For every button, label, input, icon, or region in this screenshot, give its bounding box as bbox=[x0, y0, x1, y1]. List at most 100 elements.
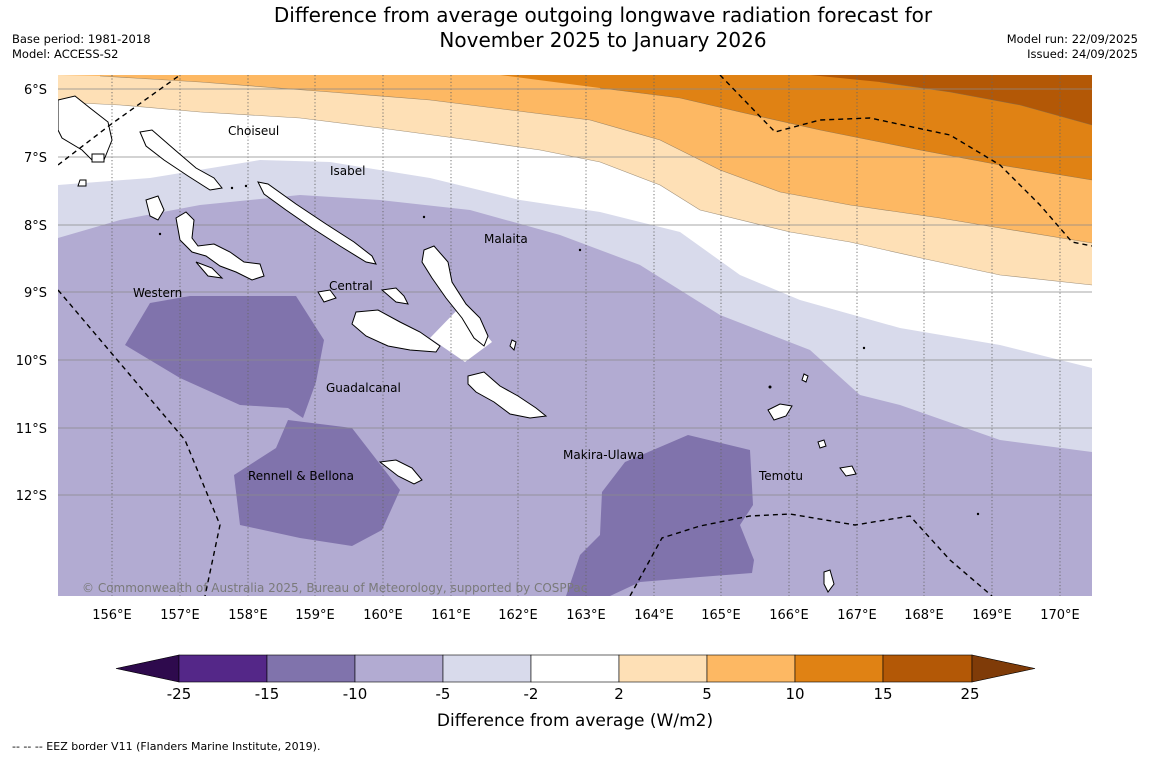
eez-border-north-east bbox=[719, 75, 1092, 247]
colorbar-extend-max bbox=[971, 654, 1036, 683]
colorbar-tick-minus5: -5 bbox=[436, 685, 451, 703]
band-minus15-minus10-west bbox=[125, 296, 324, 418]
small-island-4 bbox=[509, 339, 517, 351]
colorbar-tick-25: 25 bbox=[960, 685, 979, 703]
islet-1 bbox=[230, 186, 234, 190]
islet-3 bbox=[422, 215, 426, 219]
colorbar-label: Difference from average (W/m2) bbox=[437, 711, 713, 731]
olr-contour-field: Choiseul Isabel Malaita Western Central … bbox=[58, 75, 1092, 596]
rendova-island bbox=[195, 261, 224, 279]
band-plus15-plus25 bbox=[810, 75, 1092, 125]
label-central: Central bbox=[329, 279, 373, 293]
eez-border-west bbox=[58, 289, 221, 596]
lon-label-161e: 161°E bbox=[431, 608, 471, 623]
colorbar-ticks: -25 -15 -10 -5 -2 2 5 10 15 25 bbox=[167, 685, 980, 703]
colorbar-tick-10: 10 bbox=[785, 685, 804, 703]
run-info: Model run: 22/09/2025 Issued: 24/09/2025 bbox=[1007, 32, 1138, 62]
islet-dots bbox=[158, 184, 980, 516]
lon-label-159e: 159°E bbox=[295, 608, 335, 623]
vanikoro-island bbox=[839, 465, 857, 477]
rennell-island bbox=[378, 459, 423, 485]
lon-label-162e: 162°E bbox=[498, 608, 538, 623]
guadalcanal-island bbox=[351, 309, 441, 353]
lat-label-8s: 8°S bbox=[24, 219, 47, 234]
small-island-5 bbox=[77, 179, 87, 187]
malaita-island bbox=[421, 245, 489, 347]
lon-label-164e: 164°E bbox=[634, 608, 674, 623]
colorbar-band-1 bbox=[178, 654, 268, 683]
small-island-3 bbox=[801, 373, 809, 383]
label-isabel: Isabel bbox=[330, 164, 365, 178]
colorbar-tick-2: 2 bbox=[614, 685, 624, 703]
colorbar-band-3 bbox=[354, 654, 444, 683]
band-minus15-minus10-east bbox=[566, 435, 754, 596]
islet-5 bbox=[768, 385, 772, 389]
graticule bbox=[58, 88, 1092, 496]
islands bbox=[58, 95, 857, 593]
small-island-2 bbox=[823, 569, 835, 593]
santa-cruz-island bbox=[767, 403, 793, 421]
lat-label-11s: 11°S bbox=[16, 422, 47, 437]
eez-border-north-west bbox=[58, 75, 181, 166]
small-island-1 bbox=[817, 439, 827, 449]
colorbar-band-5 bbox=[530, 654, 620, 683]
islet-4 bbox=[578, 248, 582, 252]
colorbar-tick-15: 15 bbox=[873, 685, 892, 703]
colorbar-band-9 bbox=[882, 654, 973, 683]
colorbar-tick-minus10: -10 bbox=[343, 685, 368, 703]
colorbar-tick-minus2: -2 bbox=[524, 685, 539, 703]
wedge-near-malaita bbox=[430, 305, 492, 362]
label-western: Western bbox=[133, 286, 182, 300]
title-line-2: November 2025 to January 2026 bbox=[439, 28, 767, 52]
colorbar-band-4 bbox=[442, 654, 532, 683]
lat-label-10s: 10°S bbox=[16, 354, 47, 369]
lon-label-167e: 167°E bbox=[837, 608, 877, 623]
lat-label-9s: 9°S bbox=[24, 286, 47, 301]
longitude-labels: 156°E 157°E 158°E 159°E 160°E 161°E 162°… bbox=[92, 608, 1080, 623]
colorbar-band-8 bbox=[794, 654, 884, 683]
lon-label-166e: 166°E bbox=[769, 608, 809, 623]
model-run: Model run: 22/09/2025 bbox=[1006, 32, 1138, 46]
lon-label-157e: 157°E bbox=[160, 608, 200, 623]
small-island-6 bbox=[91, 153, 105, 163]
islet-8 bbox=[158, 232, 162, 236]
lat-label-12s: 12°S bbox=[16, 489, 47, 504]
colorbar-tick-minus15: -15 bbox=[255, 685, 280, 703]
colorbar-tick-5: 5 bbox=[702, 685, 712, 703]
label-makira-ulawa: Makira-Ulawa bbox=[563, 448, 644, 462]
colorbar-tick-minus25: -25 bbox=[167, 685, 192, 703]
choiseul-island bbox=[139, 129, 223, 191]
base-period: Base period: 1981-2018 bbox=[12, 32, 151, 46]
model-info: Base period: 1981-2018 Model: ACCESS-S2 bbox=[12, 32, 151, 62]
islet-6 bbox=[862, 346, 866, 350]
lon-label-169e: 169°E bbox=[972, 608, 1012, 623]
band-plus10-plus15 bbox=[500, 75, 1092, 180]
lon-label-168e: 168°E bbox=[904, 608, 944, 623]
colorbar bbox=[115, 654, 1036, 683]
lon-label-170e: 170°E bbox=[1040, 608, 1080, 623]
label-rennell-bellona: Rennell & Bellona bbox=[248, 469, 354, 483]
eez-legend: -- -- -- EEZ border V11 (Flanders Marine… bbox=[12, 740, 321, 753]
lon-label-165e: 165°E bbox=[701, 608, 741, 623]
lon-label-163e: 163°E bbox=[566, 608, 606, 623]
lat-label-7s: 7°S bbox=[24, 151, 47, 166]
band-minus15-minus10-rennell bbox=[234, 420, 400, 546]
eez-borders bbox=[58, 75, 1092, 596]
copyright-notice: © Commonwealth of Australia 2025, Bureau… bbox=[82, 581, 587, 595]
lon-label-156e: 156°E bbox=[92, 608, 132, 623]
makira-island bbox=[467, 371, 548, 419]
lat-label-6s: 6°S bbox=[24, 83, 47, 98]
issued-date: Issued: 24/09/2025 bbox=[1027, 47, 1138, 61]
colorbar-extend-min bbox=[115, 654, 180, 683]
label-malaita: Malaita bbox=[484, 232, 528, 246]
colorbar-band-2 bbox=[266, 654, 356, 683]
model-name: Model: ACCESS-S2 bbox=[12, 47, 119, 61]
label-choiseul: Choiseul bbox=[228, 124, 279, 138]
russell-islands bbox=[380, 287, 409, 305]
new-georgia-island bbox=[175, 211, 265, 281]
lon-label-160e: 160°E bbox=[363, 608, 403, 623]
colorbar-band-7 bbox=[706, 654, 796, 683]
chart-title: Difference from average outgoing longwav… bbox=[200, 3, 1006, 53]
islet-7 bbox=[976, 512, 980, 516]
